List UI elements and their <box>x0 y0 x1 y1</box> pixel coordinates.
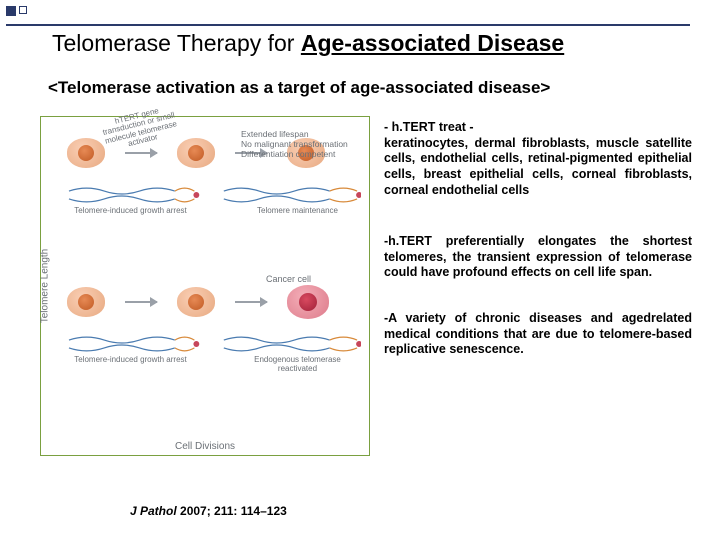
dna-caption-top-right: Telomere maintenance <box>234 207 361 216</box>
text-column: - h.TERT treat - keratinocytes, dermal f… <box>384 120 692 388</box>
title-plain: Telomerase Therapy for <box>52 30 301 56</box>
cancer-cell-row <box>67 276 361 328</box>
citation-journal: J Pathol <box>130 504 177 518</box>
figure-ylabel: Telomere Length <box>40 249 51 324</box>
cell-precursor-1 <box>67 287 105 317</box>
arrow-icon <box>235 301 267 303</box>
nucleus <box>299 293 317 311</box>
accent-square-filled <box>6 6 16 16</box>
p1-lead: - h.TERT treat - <box>384 120 474 134</box>
citation-rest: 2007; 211: 114–123 <box>177 504 287 518</box>
nucleus <box>78 145 94 161</box>
dna-svg <box>67 185 361 205</box>
slide-subtitle: <Telomerase activation as a target of ag… <box>48 78 690 98</box>
nucleus <box>78 294 94 310</box>
figure-telomere-diagram: Telomere Length hTERT gene transduction … <box>40 116 370 456</box>
cell-precursor-2 <box>177 287 215 317</box>
dna-schematic-top <box>67 185 361 205</box>
nucleus <box>188 145 204 161</box>
cell-cancer <box>287 285 329 319</box>
dna-schematic-bottom <box>67 334 361 354</box>
panel-normal-cells: hTERT gene transduction or small molecul… <box>67 127 361 282</box>
paragraph-2: -h.TERT preferentially elongates the sho… <box>384 234 692 281</box>
dna-caption-bottom-left: Telomere-induced growth arrest <box>67 356 194 374</box>
arrow-label-htert: hTERT gene transduction or small molecul… <box>92 102 187 156</box>
top-panel-caption: Extended lifespan No malignant transform… <box>241 129 361 160</box>
corner-accent <box>6 6 27 16</box>
paragraph-3: -A variety of chronic diseases and agedr… <box>384 311 692 358</box>
accent-square-hollow <box>19 6 27 14</box>
panel-cancer-cells: Cancer cell <box>67 276 361 431</box>
paragraph-1: - h.TERT treat - keratinocytes, dermal f… <box>384 120 692 198</box>
cancer-cell-label: Cancer cell <box>266 274 311 284</box>
dna-caption-top-left: Telomere-induced growth arrest <box>67 207 194 216</box>
slide-title: Telomerase Therapy for Age-associated Di… <box>52 30 690 57</box>
cell-normal-2 <box>177 138 215 168</box>
figure-panels: hTERT gene transduction or small molecul… <box>67 127 361 449</box>
figure-xlabel: Cell Divisions <box>41 441 369 452</box>
title-rule <box>6 24 690 26</box>
arrow-icon: hTERT gene transduction or small molecul… <box>125 152 157 154</box>
title-underlined: Age-associated Disease <box>301 30 564 56</box>
nucleus <box>188 294 204 310</box>
p1-body: keratinocytes, dermal fibroblasts, muscl… <box>384 136 692 197</box>
arrow-icon <box>125 301 157 303</box>
dna-svg <box>67 334 361 354</box>
citation: J Pathol 2007; 211: 114–123 <box>130 504 287 518</box>
dna-caption-bottom-right: Endogenous telomerase reactivated <box>234 356 361 374</box>
